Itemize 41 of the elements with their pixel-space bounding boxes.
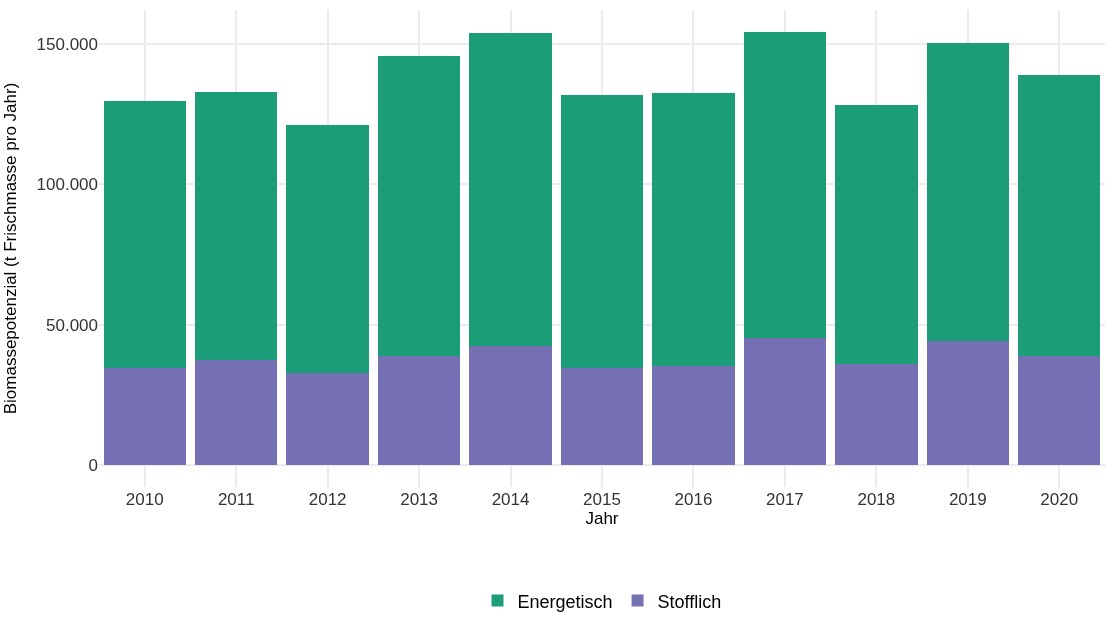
bar bbox=[469, 345, 552, 466]
bar bbox=[195, 91, 278, 360]
bar bbox=[743, 338, 827, 466]
x-tick-label: 2015 bbox=[583, 490, 621, 509]
x-tick-label: 2016 bbox=[674, 490, 713, 509]
bar bbox=[1018, 74, 1101, 356]
legend-label: Stofflich bbox=[657, 591, 722, 612]
x-tick-label: 2010 bbox=[125, 490, 164, 509]
bar bbox=[835, 363, 918, 466]
bar bbox=[377, 56, 461, 356]
bar bbox=[103, 367, 186, 466]
y-tick-label: 100.000 bbox=[36, 175, 98, 195]
bar bbox=[560, 95, 644, 368]
legend-label: Energetisch bbox=[517, 591, 613, 612]
bar bbox=[469, 33, 552, 346]
bar bbox=[286, 373, 369, 466]
bar bbox=[743, 31, 827, 339]
x-tick-label: 2013 bbox=[400, 490, 438, 509]
bar bbox=[377, 355, 461, 466]
x-tick-label: 2018 bbox=[857, 490, 896, 509]
bar bbox=[286, 124, 369, 374]
bar bbox=[835, 105, 918, 364]
bar bbox=[195, 359, 278, 466]
bar bbox=[1018, 355, 1101, 466]
bar bbox=[926, 42, 1009, 342]
y-tick-label: 0 bbox=[88, 456, 98, 476]
bar bbox=[652, 93, 735, 366]
x-tick-label: 2014 bbox=[491, 490, 530, 509]
y-tick-label: 150.000 bbox=[36, 34, 98, 54]
x-tick-label: 2017 bbox=[766, 490, 804, 509]
x-tick-label: 2019 bbox=[948, 490, 987, 509]
bar bbox=[926, 341, 1009, 466]
x-tick-label: 2020 bbox=[1040, 490, 1079, 509]
bar bbox=[103, 101, 186, 368]
x-tick-label: 2011 bbox=[217, 490, 255, 509]
y-tick-label: 50.000 bbox=[46, 315, 98, 335]
x-axis-title: Jahr bbox=[585, 509, 619, 528]
bar bbox=[652, 365, 735, 466]
bar bbox=[560, 367, 644, 466]
x-tick-label: 2012 bbox=[308, 490, 347, 509]
y-axis-title: Biomassepotenzial (t Frischmasse pro Jahr) bbox=[1, 82, 21, 415]
